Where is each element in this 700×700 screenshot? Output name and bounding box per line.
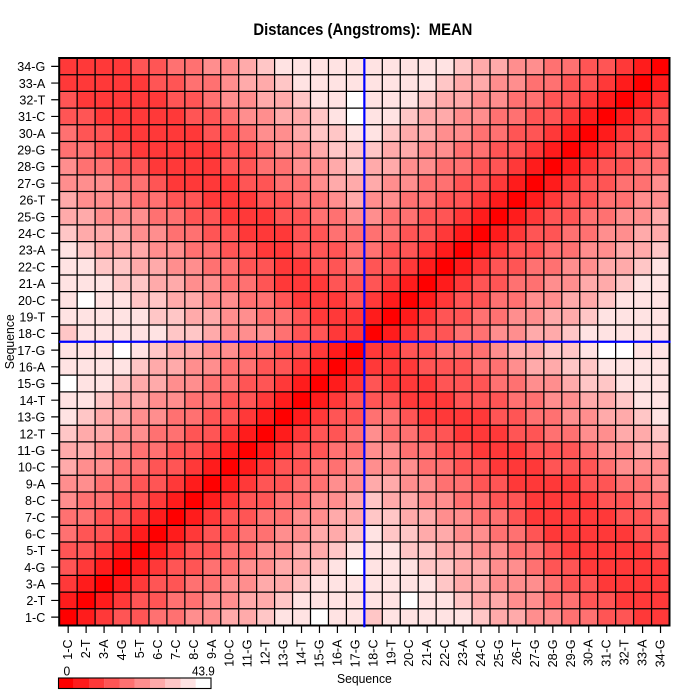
svg-text:8-C: 8-C: [25, 493, 45, 508]
svg-text:25-G: 25-G: [491, 639, 506, 667]
svg-text:26-T: 26-T: [19, 193, 45, 208]
svg-text:0: 0: [64, 664, 71, 679]
svg-text:33-A: 33-A: [19, 76, 46, 91]
svg-text:1-C: 1-C: [60, 639, 75, 659]
svg-text:19-T: 19-T: [19, 309, 45, 324]
svg-text:10-C: 10-C: [18, 460, 45, 475]
svg-text:22-C: 22-C: [437, 639, 452, 666]
svg-text:Sequence: Sequence: [337, 671, 392, 686]
svg-text:31-C: 31-C: [599, 639, 614, 666]
svg-text:24-C: 24-C: [473, 639, 488, 666]
svg-text:15-G: 15-G: [311, 639, 326, 667]
svg-text:17-G: 17-G: [17, 343, 45, 358]
svg-text:9-A: 9-A: [204, 639, 219, 659]
svg-text:13-G: 13-G: [276, 639, 291, 667]
svg-text:31-C: 31-C: [18, 109, 45, 124]
svg-text:15-G: 15-G: [17, 376, 45, 391]
svg-text:17-G: 17-G: [347, 639, 362, 667]
svg-text:1-C: 1-C: [25, 610, 45, 625]
svg-text:21-A: 21-A: [19, 276, 46, 291]
svg-text:30-A: 30-A: [19, 126, 46, 141]
svg-text:43.9: 43.9: [192, 664, 215, 679]
svg-text:11-G: 11-G: [17, 443, 45, 458]
svg-text:25-G: 25-G: [17, 209, 45, 224]
svg-text:3-A: 3-A: [26, 577, 46, 592]
svg-text:18-C: 18-C: [18, 326, 45, 341]
svg-text:34-G: 34-G: [653, 639, 668, 667]
svg-text:7-C: 7-C: [25, 510, 45, 525]
svg-text:2-T: 2-T: [78, 639, 93, 658]
svg-text:Sequence: Sequence: [2, 314, 17, 369]
svg-text:12-T: 12-T: [19, 426, 45, 441]
svg-text:9-A: 9-A: [26, 476, 46, 491]
svg-text:12-T: 12-T: [258, 639, 273, 665]
svg-text:11-G: 11-G: [240, 639, 255, 667]
svg-text:7-C: 7-C: [168, 639, 183, 659]
svg-text:16-A: 16-A: [19, 360, 46, 375]
svg-text:28-G: 28-G: [545, 639, 560, 667]
svg-text:14-T: 14-T: [19, 393, 45, 408]
svg-text:32-T: 32-T: [19, 92, 45, 107]
svg-text:22-C: 22-C: [18, 259, 45, 274]
svg-text:30-A: 30-A: [581, 639, 596, 666]
svg-text:14-T: 14-T: [294, 639, 309, 665]
svg-text:6-C: 6-C: [25, 526, 45, 541]
svg-text:18-C: 18-C: [365, 639, 380, 666]
svg-text:10-C: 10-C: [222, 639, 237, 666]
svg-text:Distances (Angstroms): MEAN: Distances (Angstroms): MEAN: [253, 21, 472, 39]
svg-text:21-A: 21-A: [419, 639, 434, 666]
svg-text:13-G: 13-G: [17, 410, 45, 425]
svg-text:28-G: 28-G: [17, 159, 45, 174]
svg-text:27-G: 27-G: [527, 639, 542, 667]
svg-text:19-T: 19-T: [383, 639, 398, 665]
svg-text:2-T: 2-T: [26, 593, 45, 608]
svg-text:34-G: 34-G: [17, 59, 45, 74]
svg-text:20-C: 20-C: [18, 293, 45, 308]
svg-text:4-G: 4-G: [24, 560, 45, 575]
svg-text:3-A: 3-A: [96, 639, 111, 659]
svg-text:16-A: 16-A: [329, 639, 344, 666]
svg-text:24-C: 24-C: [18, 226, 45, 241]
svg-text:33-A: 33-A: [635, 639, 650, 666]
svg-text:5-T: 5-T: [26, 543, 45, 558]
svg-text:20-C: 20-C: [401, 639, 416, 666]
svg-text:5-T: 5-T: [132, 639, 147, 658]
svg-text:4-G: 4-G: [114, 639, 129, 660]
svg-text:23-A: 23-A: [19, 243, 46, 258]
svg-text:32-T: 32-T: [617, 639, 632, 665]
svg-text:26-T: 26-T: [509, 639, 524, 665]
svg-text:27-G: 27-G: [17, 176, 45, 191]
svg-text:6-C: 6-C: [150, 639, 165, 659]
svg-text:8-C: 8-C: [186, 639, 201, 659]
svg-text:23-A: 23-A: [455, 639, 470, 666]
svg-text:29-G: 29-G: [17, 143, 45, 158]
svg-text:29-G: 29-G: [563, 639, 578, 667]
